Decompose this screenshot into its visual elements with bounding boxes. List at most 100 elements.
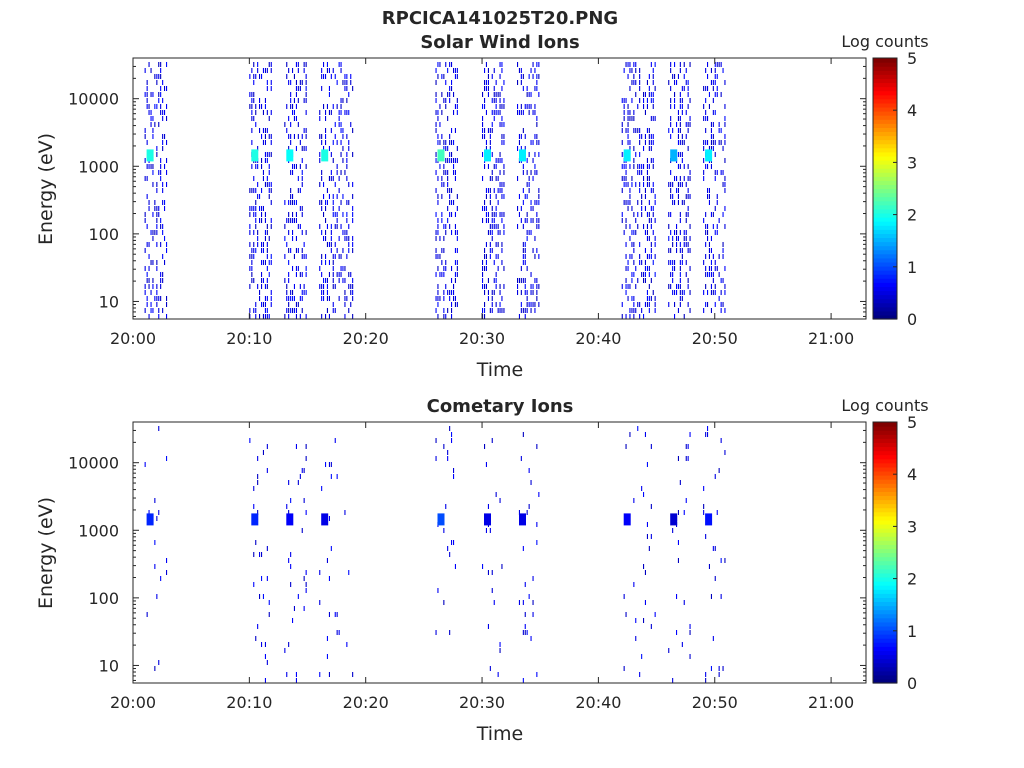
heatmap-cell: [491, 110, 493, 115]
heatmap-cell: [705, 128, 707, 133]
heatmap-cell: [268, 152, 270, 157]
heatmap-cell: [710, 272, 712, 277]
heatmap-cell: [485, 462, 487, 467]
heatmap-cell: [637, 278, 639, 283]
heatmap-cell: [631, 68, 633, 73]
y-tick-label: 10000: [68, 454, 119, 473]
heatmap-cell: [266, 68, 268, 73]
colorbar-segment: [873, 123, 897, 128]
heatmap-cell: [270, 224, 272, 229]
colorbar-segment: [873, 249, 897, 255]
heatmap-cell: [319, 224, 321, 229]
colorbar-segment: [873, 540, 897, 545]
heatmap-cell: [720, 594, 722, 599]
heatmap-cell: [292, 212, 294, 217]
heatmap-cell: [524, 260, 526, 265]
heatmap-cell: [251, 254, 253, 259]
heatmap-cell: [319, 200, 321, 205]
heatmap-cell: [249, 206, 251, 211]
heatmap-cell: [520, 110, 522, 115]
heatmap-cell: [336, 80, 338, 85]
heatmap-cell: [520, 134, 522, 139]
heatmap-cell: [629, 314, 631, 319]
heatmap-cell: [707, 62, 709, 67]
heatmap-cell: [482, 122, 484, 127]
heatmap-cell: [485, 254, 487, 259]
heatmap-cell: [670, 188, 672, 193]
heatmap-cell: [451, 158, 453, 163]
heatmap-cell: [253, 242, 255, 247]
heatmap-cell: [352, 86, 354, 91]
colorbar-segment: [873, 274, 897, 279]
heatmap-cell: [456, 74, 458, 79]
heatmap-cell: [676, 188, 678, 193]
heatmap-cell: [534, 308, 536, 313]
colorbar-segment: [873, 621, 897, 627]
heatmap-cell: [497, 308, 499, 313]
heatmap-cell: [336, 170, 338, 175]
heatmap-cell: [146, 98, 148, 103]
heatmap-cell: [268, 170, 270, 175]
heatmap-cell: [288, 218, 290, 223]
heatmap-cell: [160, 68, 162, 73]
heatmap-cell: [266, 176, 268, 181]
x-tick-label: 20:30: [459, 693, 505, 712]
heatmap-cell: [722, 278, 724, 283]
heatmap-cell: [670, 230, 672, 235]
heatmap-cell: [646, 296, 648, 301]
heatmap-cell: [284, 254, 286, 259]
heatmap-cell: [301, 468, 303, 473]
colorbar-segment: [873, 638, 897, 643]
heatmap-cell: [449, 224, 451, 229]
heatmap-cell: [522, 200, 524, 205]
colorbar-tick-label: 1: [907, 622, 917, 641]
heatmap-cell: [524, 254, 526, 259]
colorbar-tick-label: 2: [907, 570, 917, 589]
heatmap-cell: [703, 218, 705, 223]
heatmap-cell: [681, 158, 683, 163]
heatmap-cell: [288, 296, 290, 301]
heatmap-cell: [629, 200, 631, 205]
heatmap-cell: [352, 236, 354, 241]
heatmap-cell: [456, 98, 458, 103]
heatmap-cell: [705, 432, 707, 437]
heatmap-cell: [350, 272, 352, 277]
heatmap-cell: [451, 86, 453, 91]
heatmap-cell: [631, 206, 633, 211]
heatmap-cell: [449, 92, 451, 97]
heatmap-cell: [681, 86, 683, 91]
heatmap-cell: [639, 260, 641, 265]
colorbar-segment: [873, 90, 897, 96]
heatmap-cell: [722, 170, 724, 175]
colorbar-segment: [873, 298, 897, 304]
heatmap-cell: [451, 212, 453, 217]
heatmap-cell: [268, 164, 270, 169]
heatmap-cell: [346, 254, 348, 259]
heatmap-cell: [340, 104, 342, 109]
x-tick-label: 20:10: [226, 329, 272, 348]
heatmap-cell: [681, 110, 683, 115]
heatmap-cell: [534, 278, 536, 283]
heatmap-cell: [439, 140, 441, 145]
heatmap-cell: [641, 200, 643, 205]
heatmap-cell: [156, 242, 158, 247]
heatmap-cell: [635, 80, 637, 85]
heatmap-cell: [293, 74, 295, 79]
colorbar-segment: [873, 119, 897, 124]
heatmap-cell: [707, 230, 709, 235]
heatmap-cell: [625, 176, 627, 181]
heatmap-cell: [305, 582, 307, 587]
heatmap-cell: [441, 218, 443, 223]
heatmap-cell: [526, 182, 528, 187]
heatmap-cell: [251, 92, 253, 97]
heatmap-cell: [451, 314, 453, 319]
heatmap-cell: [538, 194, 540, 199]
heatmap-cell: [627, 62, 629, 67]
heatmap-cell: [718, 296, 720, 301]
heatmap-cell: [485, 242, 487, 247]
heatmap-cell: [268, 314, 270, 319]
heatmap-cell: [330, 248, 332, 253]
heatmap-cell: [454, 260, 456, 265]
heatmap-cell: [326, 242, 328, 247]
heatmap-cell: [270, 140, 272, 145]
